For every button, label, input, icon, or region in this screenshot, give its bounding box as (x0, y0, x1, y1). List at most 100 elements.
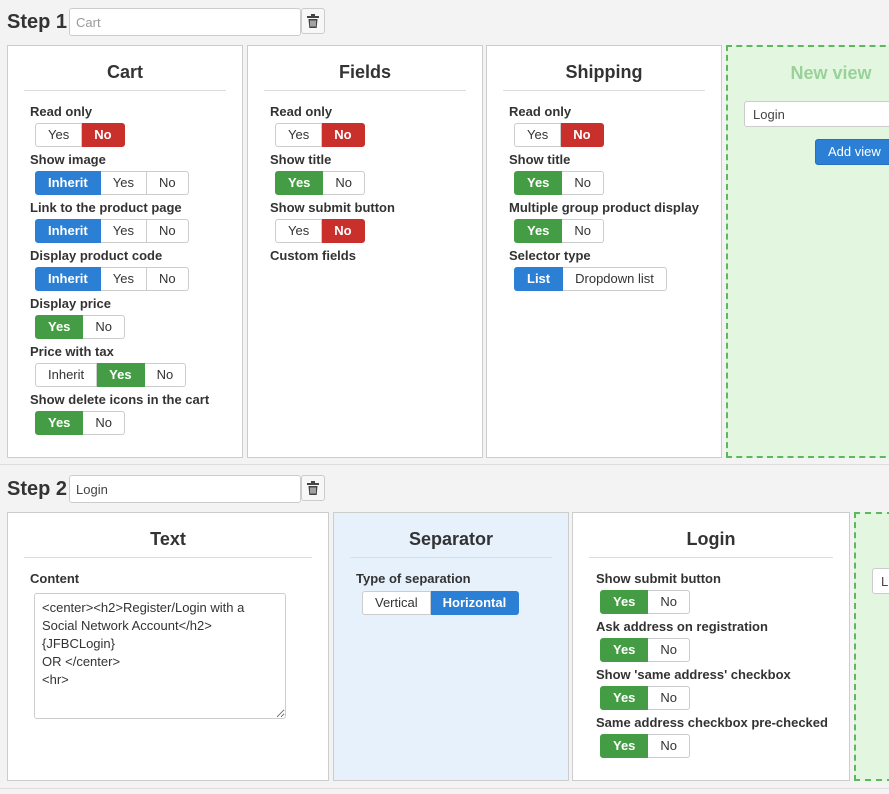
step1-label: Step 1 (7, 11, 68, 33)
display-price-option-no[interactable]: No (83, 315, 126, 339)
show-title-option-yes[interactable]: Yes (275, 171, 324, 195)
read-only-label: Read only (30, 104, 93, 119)
show-submit-button-toggle: Yes No (275, 219, 365, 243)
read-only-label: Read only (509, 104, 572, 119)
ask-address-on-registration-option-yes[interactable]: Yes (600, 638, 649, 662)
link-to-the-product-page-option-inherit[interactable]: Inherit (35, 219, 101, 243)
show-image-option-no[interactable]: No (146, 171, 189, 195)
step2-name-input[interactable] (69, 475, 301, 503)
show-delete-icons-in-the-cart-label: Show delete icons in the cart (30, 392, 210, 407)
show-submit-button-option-no[interactable]: No (648, 590, 691, 614)
show-submit-button-label: Show submit button (270, 200, 395, 215)
read-only-option-no[interactable]: No (82, 123, 125, 147)
cart-panel-title: Cart (24, 60, 226, 91)
show-delete-icons-in-the-cart-toggle: Yes No (35, 411, 126, 435)
show-delete-icons-in-the-cart-option-no[interactable]: No (83, 411, 126, 435)
text-panel-title: Text (24, 527, 312, 558)
separation-type-toggle: Vertical Horizontal (362, 591, 520, 615)
show-title-label: Show title (270, 152, 332, 167)
display-product-code-option-yes[interactable]: Yes (100, 267, 147, 291)
selector-type-option-dropdown-list[interactable]: Dropdown list (563, 267, 667, 291)
multiple-group-product-display-option-no[interactable]: No (562, 219, 605, 243)
read-only-toggle: Yes No (35, 123, 125, 147)
ask-address-on-registration-toggle: Yes No (600, 638, 691, 662)
show-submit-button-option-no[interactable]: No (322, 219, 365, 243)
show-image-option-inherit[interactable]: Inherit (35, 171, 101, 195)
step2-delete-button[interactable] (301, 475, 325, 501)
shipping-panel-title: Shipping (503, 60, 705, 91)
add-view-button[interactable]: Add view (815, 139, 889, 165)
display-price-toggle: Yes No (35, 315, 126, 339)
content-label: Content (30, 571, 80, 586)
shipping-panel: Shipping Read only Yes No Show title Yes No Mu… (486, 45, 722, 458)
read-only-option-yes[interactable]: Yes (275, 123, 323, 147)
selector-type-label: Selector type (509, 248, 591, 263)
same-address-checkbox-pre-checked-option-yes[interactable]: Yes (600, 734, 649, 758)
read-only-option-no[interactable]: No (322, 123, 365, 147)
show-submit-button-option-yes[interactable]: Yes (275, 219, 323, 243)
read-only-label: Read only (270, 104, 333, 119)
login-panel-title: Login (589, 527, 833, 558)
price-with-tax-option-yes[interactable]: Yes (97, 363, 145, 387)
step1-header: Step 1 (7, 8, 337, 38)
separation-option-vertical[interactable]: Vertical (362, 591, 431, 615)
read-only-option-no[interactable]: No (561, 123, 604, 147)
link-to-the-product-page-label: Link to the product page (30, 200, 182, 215)
same-address-checkbox-pre-checked-option-no[interactable]: No (648, 734, 691, 758)
show-image-toggle: Inherit Yes No (35, 171, 189, 195)
text-panel: Text Content (7, 512, 329, 781)
show-image-label: Show image (30, 152, 106, 167)
new-view-select[interactable] (744, 101, 889, 127)
multiple-group-product-display-label: Multiple group product display (509, 200, 699, 215)
show-same-address-checkbox-option-no[interactable]: No (648, 686, 691, 710)
cart-panel: Cart Read only Yes No Show image Inherit Yes N… (7, 45, 243, 458)
fields-panel-title: Fields (264, 60, 466, 91)
price-with-tax-option-no[interactable]: No (144, 363, 187, 387)
show-delete-icons-in-the-cart-option-yes[interactable]: Yes (35, 411, 84, 435)
display-price-label: Display price (30, 296, 111, 311)
login-panel: Login Show submit button Yes No Ask address… (572, 512, 850, 781)
separation-type-label: Type of separation (356, 571, 471, 586)
read-only-option-yes[interactable]: Yes (514, 123, 562, 147)
selector-type-toggle: List Dropdown list (514, 267, 667, 291)
link-to-the-product-page-option-no[interactable]: No (146, 219, 189, 243)
display-product-code-label: Display product code (30, 248, 163, 263)
separator-panel-title: Separator (350, 527, 552, 558)
show-submit-button-toggle: Yes No (600, 590, 691, 614)
display-product-code-option-inherit[interactable]: Inherit (35, 267, 101, 291)
show-title-option-no[interactable]: No (562, 171, 605, 195)
custom-fields-label: Custom fields (270, 248, 356, 263)
new-view-panel: New view Add view (726, 45, 889, 458)
show-submit-button-option-yes[interactable]: Yes (600, 590, 649, 614)
show-title-toggle: Yes No (514, 171, 605, 195)
ask-address-on-registration-label: Ask address on registration (596, 619, 768, 634)
price-with-tax-label: Price with tax (30, 344, 114, 359)
content-textarea[interactable] (34, 593, 286, 719)
step1-name-input[interactable] (69, 8, 301, 36)
show-title-option-yes[interactable]: Yes (514, 171, 563, 195)
selector-type-option-list[interactable]: List (514, 267, 564, 291)
price-with-tax-toggle: Inherit Yes No (35, 363, 187, 387)
show-same-address-checkbox-option-yes[interactable]: Yes (600, 686, 649, 710)
show-image-option-yes[interactable]: Yes (100, 171, 147, 195)
show-title-option-no[interactable]: No (323, 171, 366, 195)
step2-label: Step 2 (7, 478, 68, 500)
ask-address-on-registration-option-no[interactable]: No (648, 638, 691, 662)
link-to-the-product-page-option-yes[interactable]: Yes (100, 219, 147, 243)
step-divider (0, 464, 889, 465)
display-product-code-toggle: Inherit Yes No (35, 267, 189, 291)
separation-option-horizontal[interactable]: Horizontal (430, 591, 520, 615)
step2-new-view-select[interactable] (872, 568, 889, 594)
price-with-tax-option-inherit[interactable]: Inherit (35, 363, 98, 387)
read-only-option-yes[interactable]: Yes (35, 123, 83, 147)
show-title-toggle: Yes No (275, 171, 366, 195)
show-submit-button-label: Show submit button (596, 571, 721, 586)
display-product-code-option-no[interactable]: No (146, 267, 189, 291)
display-price-option-yes[interactable]: Yes (35, 315, 84, 339)
multiple-group-product-display-toggle: Yes No (514, 219, 605, 243)
step1-delete-button[interactable] (301, 8, 325, 34)
show-same-address-checkbox-label: Show 'same address' checkbox (596, 667, 791, 682)
same-address-checkbox-pre-checked-label: Same address checkbox pre-checked (596, 715, 828, 730)
same-address-checkbox-pre-checked-toggle: Yes No (600, 734, 691, 758)
multiple-group-product-display-option-yes[interactable]: Yes (514, 219, 563, 243)
